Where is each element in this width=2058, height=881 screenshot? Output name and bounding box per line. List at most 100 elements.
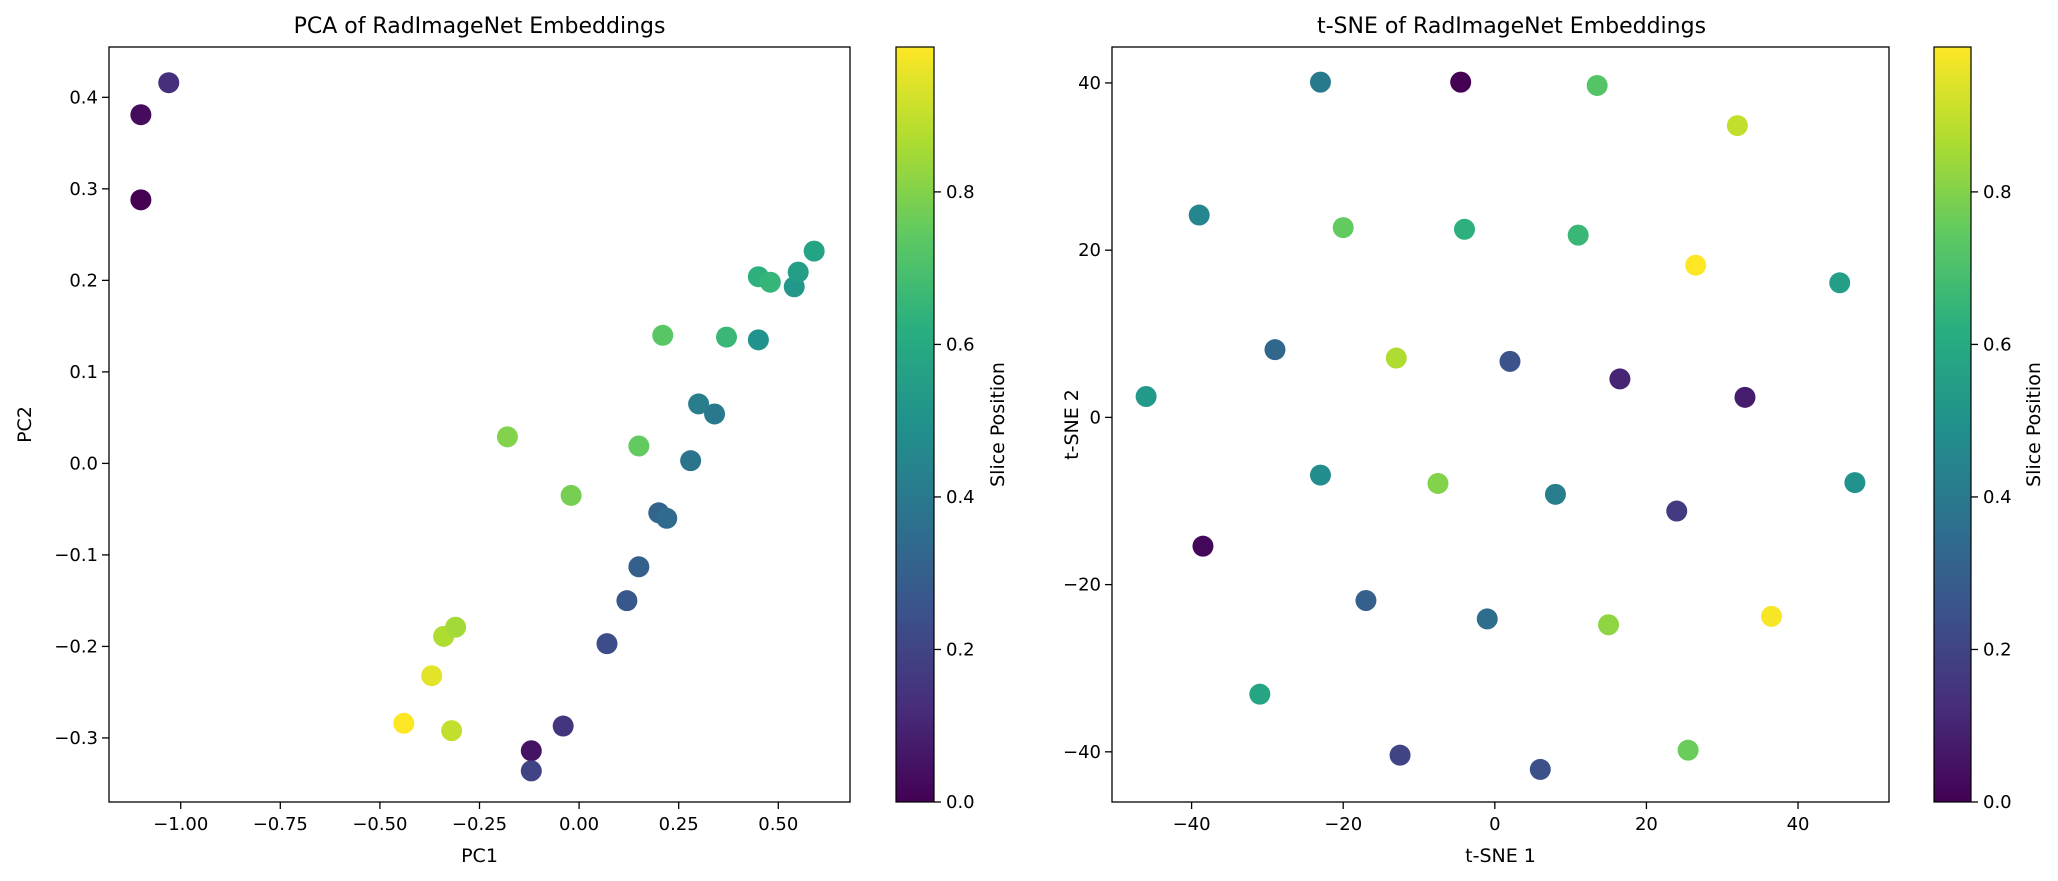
tsne-point-16 <box>1309 464 1331 486</box>
pca-point-2 <box>158 72 180 94</box>
pca-cbtick-label-2: 0.4 <box>946 487 975 508</box>
pca-colorbar: 0.0 0.2 0.4 0.6 0.8 Slice Position <box>895 46 1009 813</box>
pca-cbtick-label-1: 0.2 <box>946 639 975 660</box>
tsne-point-20 <box>1844 472 1866 494</box>
pca-y-axis: −0.3 −0.2 −0.1 0.0 0.1 0.2 0.3 0.4 <box>54 87 109 749</box>
tsne-point-29 <box>1677 739 1699 761</box>
pca-xtick-label-2: −0.50 <box>352 814 407 835</box>
pca-points <box>130 72 825 782</box>
tsne-xtick-label-4: 40 <box>1787 814 1810 835</box>
pca-colorbar-label: Slice Position <box>987 362 1009 487</box>
tsne-xtick-label-2: 0 <box>1489 814 1500 835</box>
pca-point-11 <box>552 715 574 737</box>
tsne-y-axis: −40 −20 0 20 40 <box>1063 73 1112 763</box>
pca-cbtick-label-3: 0.6 <box>946 334 975 355</box>
pca-point-1 <box>130 189 152 211</box>
tsne-point-23 <box>1476 608 1498 630</box>
pca-point-15 <box>628 556 650 578</box>
pca-xtick-label-6: 0.50 <box>758 814 798 835</box>
tsne-x-axis: −40 −20 0 20 40 <box>1173 802 1810 835</box>
tsne-point-25 <box>1761 605 1783 627</box>
tsne-point-26 <box>1249 683 1271 705</box>
pca-colorbar-gradient <box>895 46 935 803</box>
tsne-points <box>1135 71 1866 780</box>
pca-point-8 <box>496 426 518 448</box>
pca-cbtick-label-4: 0.8 <box>946 182 975 203</box>
tsne-point-19 <box>1666 500 1688 522</box>
pca-ytick-label-1: −0.2 <box>54 636 98 657</box>
tsne-point-27 <box>1389 744 1411 766</box>
tsne-colorbar-label: Slice Position <box>2023 362 2045 487</box>
tsne-point-9 <box>1829 272 1851 294</box>
tsne-cbtick-label-1: 0.2 <box>1983 639 2012 660</box>
pca-ylabel: PC2 <box>14 406 36 443</box>
tsne-point-17 <box>1427 472 1449 494</box>
pca-point-7 <box>441 720 463 742</box>
pca-xtick-label-5: 0.25 <box>659 814 699 835</box>
tsne-xlabel: t-SNE 1 <box>1465 845 1536 867</box>
pca-panel: PCA of RadImageNet Embeddings −1.00 −0.75… <box>14 14 1009 867</box>
pca-point-28 <box>787 261 809 283</box>
pca-plot-frame <box>108 46 851 803</box>
pca-cbtick-label-0: 0.0 <box>946 792 975 813</box>
pca-ytick-label-5: 0.2 <box>69 270 98 291</box>
tsne-ytick-label-4: 40 <box>1078 73 1101 94</box>
pca-ytick-label-6: 0.3 <box>69 179 98 200</box>
tsne-xtick-label-3: 20 <box>1635 814 1658 835</box>
pca-point-26 <box>759 271 781 293</box>
tsne-point-15 <box>1135 385 1157 407</box>
tsne-point-4 <box>1188 204 1210 226</box>
tsne-panel: t-SNE of RadImageNet Embeddings −40 −20 0 2… <box>1061 14 2045 867</box>
pca-xtick-label-4: 0.00 <box>559 814 599 835</box>
tsne-point-1 <box>1450 71 1472 93</box>
tsne-ytick-label-0: −40 <box>1063 742 1101 763</box>
pca-point-22 <box>704 403 726 425</box>
pca-point-0 <box>130 104 152 126</box>
tsne-point-12 <box>1499 350 1521 372</box>
tsne-ytick-label-1: −20 <box>1063 575 1101 596</box>
tsne-cbtick-label-4: 0.8 <box>1983 182 2012 203</box>
tsne-ytick-label-3: 20 <box>1078 240 1101 261</box>
pca-point-20 <box>680 450 702 472</box>
pca-colorbar-ticks: 0.0 0.2 0.4 0.6 0.8 <box>934 182 975 813</box>
tsne-ylabel: t-SNE 2 <box>1061 389 1083 460</box>
tsne-colorbar-gradient <box>1933 46 1972 803</box>
pca-point-19 <box>652 324 674 346</box>
pca-title: PCA of RadImageNet Embeddings <box>294 14 666 39</box>
pca-ytick-label-3: 0.0 <box>69 453 98 474</box>
pca-point-21 <box>688 393 710 415</box>
tsne-xtick-label-0: −40 <box>1173 814 1211 835</box>
pca-ytick-label-7: 0.4 <box>69 87 98 108</box>
pca-x-axis: −1.00 −0.75 −0.50 −0.25 0.00 0.25 0.50 <box>153 802 798 835</box>
tsne-ytick-label-2: 0 <box>1090 407 1101 428</box>
pca-xtick-label-1: −0.75 <box>253 814 308 835</box>
tsne-xtick-label-1: −20 <box>1324 814 1362 835</box>
tsne-colorbar: 0.0 0.2 0.4 0.6 0.8 Slice Position <box>1933 46 2045 813</box>
pca-xtick-label-3: −0.25 <box>452 814 507 835</box>
tsne-point-7 <box>1567 224 1589 246</box>
tsne-cbtick-label-2: 0.4 <box>1983 487 2012 508</box>
pca-xlabel: PC1 <box>461 845 498 867</box>
tsne-point-14 <box>1734 386 1756 408</box>
tsne-point-22 <box>1355 589 1377 611</box>
tsne-point-0 <box>1309 71 1331 93</box>
tsne-point-11 <box>1385 347 1407 369</box>
pca-ytick-label-0: −0.3 <box>54 728 98 749</box>
pca-point-16 <box>628 435 650 457</box>
tsne-point-13 <box>1609 368 1631 390</box>
tsne-point-2 <box>1586 74 1608 96</box>
tsne-cbtick-label-3: 0.6 <box>1983 334 2012 355</box>
pca-ytick-label-4: 0.1 <box>69 362 98 383</box>
pca-point-3 <box>393 712 415 734</box>
tsne-title: t-SNE of RadImageNet Embeddings <box>1317 14 1706 39</box>
tsne-plot-frame <box>1111 46 1890 803</box>
tsne-point-18 <box>1544 483 1566 505</box>
pca-point-6 <box>445 616 467 638</box>
pca-point-29 <box>803 240 825 262</box>
tsne-point-24 <box>1598 614 1620 636</box>
tsne-point-3 <box>1726 115 1748 137</box>
pca-point-13 <box>596 633 618 655</box>
tsne-point-28 <box>1529 758 1551 780</box>
tsne-cbtick-label-0: 0.0 <box>1983 792 2012 813</box>
